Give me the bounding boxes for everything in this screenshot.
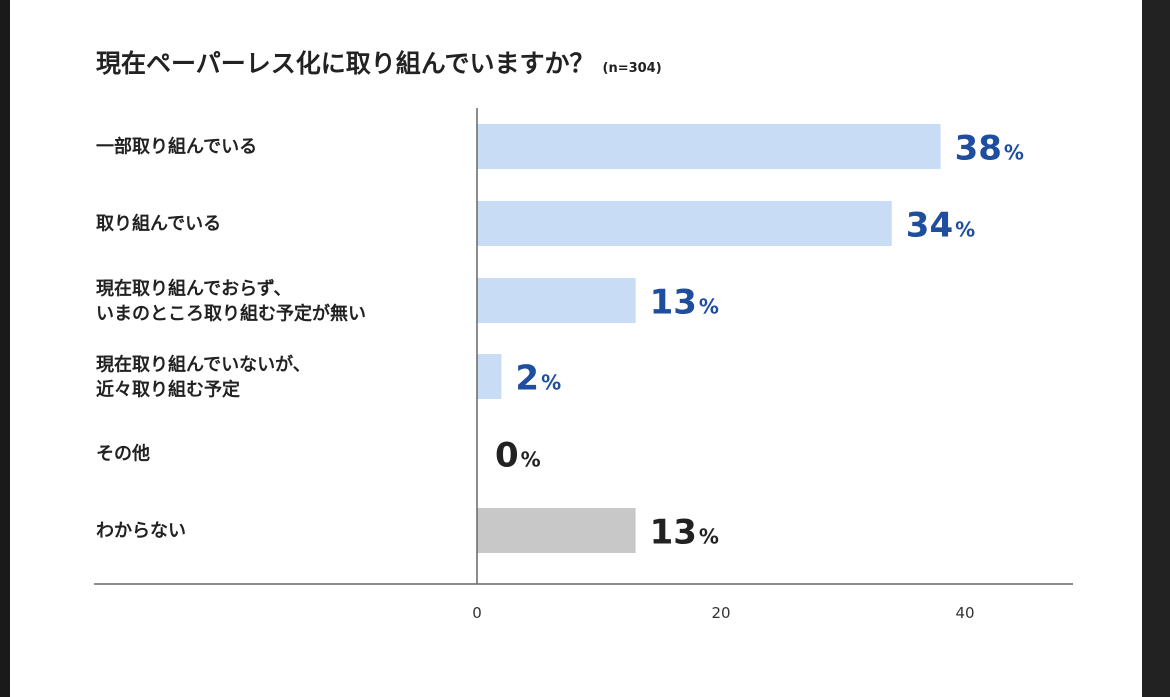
data-label: 34% xyxy=(906,206,975,246)
bar-chart: 現在ペーパーレス化に取り組んでいますか？ (n=304) 一部取り組んでいる 38… xyxy=(94,49,1073,622)
x-tick-label: 40 xyxy=(955,604,974,622)
category-label: 現在取り組んでおらず、いまのところ取り組む予定が無い xyxy=(96,278,366,325)
data-label: 38% xyxy=(955,129,1024,169)
bar xyxy=(477,278,636,323)
bar xyxy=(477,124,941,169)
data-label: 13% xyxy=(650,283,719,323)
category-label: その他 xyxy=(96,443,150,465)
data-label: 2% xyxy=(515,359,561,399)
x-tick-label: 20 xyxy=(711,604,730,622)
chart-panel: 現在ペーパーレス化に取り組んでいますか？ (n=304) 一部取り組んでいる 38… xyxy=(10,0,1142,697)
bar xyxy=(477,201,892,246)
window-edge xyxy=(1142,0,1170,697)
chart-title: 現在ペーパーレス化に取り組んでいますか？ xyxy=(96,49,595,78)
x-tick-label: 0 xyxy=(472,604,482,622)
bar xyxy=(477,354,502,399)
category-label: 一部取り組んでいる xyxy=(96,136,257,158)
bar xyxy=(477,508,636,553)
category-label: わからない xyxy=(96,521,186,542)
data-label: 0% xyxy=(495,436,541,476)
chart-subtitle: (n=304) xyxy=(603,61,662,76)
category-label: 現在取り組んでいないが、近々取り組む予定 xyxy=(96,354,311,401)
category-label: 取り組んでいる xyxy=(96,213,221,235)
data-label: 13% xyxy=(650,513,719,553)
